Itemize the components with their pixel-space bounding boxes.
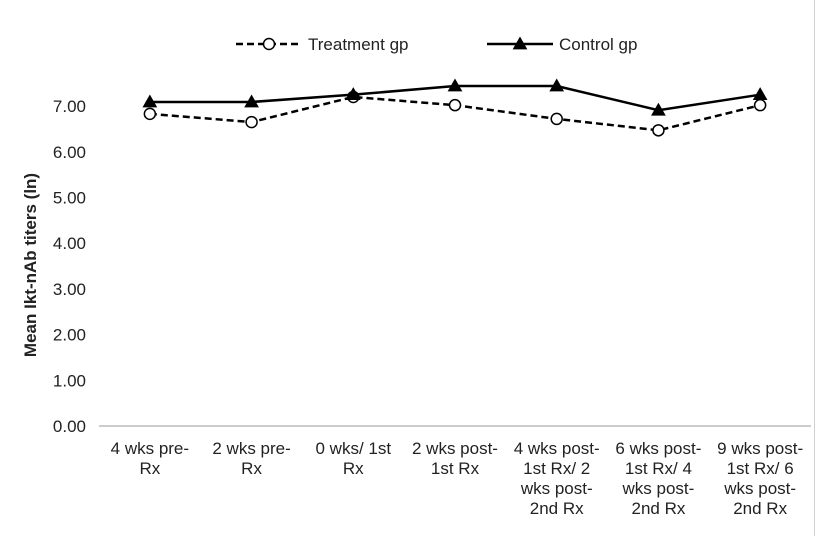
data-point <box>244 94 259 108</box>
data-point <box>142 94 158 108</box>
data-point <box>143 107 157 121</box>
data-point <box>245 115 258 129</box>
legend-label: Control gp <box>559 35 637 54</box>
x-tick-label: 4 wks post-1st Rx/ 2 wks post-2nd Rx <box>514 439 600 518</box>
data-point <box>448 98 462 112</box>
y-tick-label: 4.00 <box>53 234 86 253</box>
y-tick-label: 2.00 <box>53 326 86 345</box>
legend-label: Treatment gp <box>308 35 408 54</box>
y-tick-label: 1.00 <box>53 371 86 390</box>
x-axis: 4 wks pre-Rx 2 wks pre-Rx 0 wks/ 1st Rx 2 wk… <box>99 425 811 518</box>
y-tick-label: 7.00 <box>53 97 86 116</box>
y-tick-label: 6.00 <box>53 143 86 162</box>
x-tick-label: 6 wks post-1st Rx/ 4 wks post-2nd Rx <box>615 439 701 518</box>
y-tick-label: 0.00 <box>53 417 86 436</box>
legend: Treatment gp Control gp <box>236 35 637 54</box>
x-tick-label: 2 wks pre-Rx <box>212 439 290 478</box>
data-point <box>652 124 665 137</box>
y-axis: 0.00 1.00 2.00 3.00 4.00 5.00 6.00 7.00 <box>53 97 86 436</box>
data-point <box>753 98 767 112</box>
y-tick-label: 3.00 <box>53 280 86 299</box>
data-point <box>752 87 768 101</box>
data-point <box>447 78 463 92</box>
y-axis-label: Mean Ikt-nAb titers (ln) <box>21 173 40 357</box>
data-point <box>651 102 666 116</box>
x-tick-label: 9 wks post-1st Rx/ 6 wks post-2nd Rx <box>717 439 803 518</box>
legend-marker <box>262 37 276 51</box>
data-point <box>345 87 361 101</box>
x-tick-label: 2 wks post-1st Rx <box>412 439 498 478</box>
x-tick-label: 0 wks/ 1st Rx <box>315 439 391 478</box>
data-point <box>549 78 565 92</box>
legend-marker <box>512 36 528 50</box>
data-point <box>550 112 563 126</box>
plot-area <box>142 78 768 137</box>
x-tick-label: 4 wks pre-Rx <box>111 439 189 478</box>
y-tick-label: 5.00 <box>53 189 86 208</box>
